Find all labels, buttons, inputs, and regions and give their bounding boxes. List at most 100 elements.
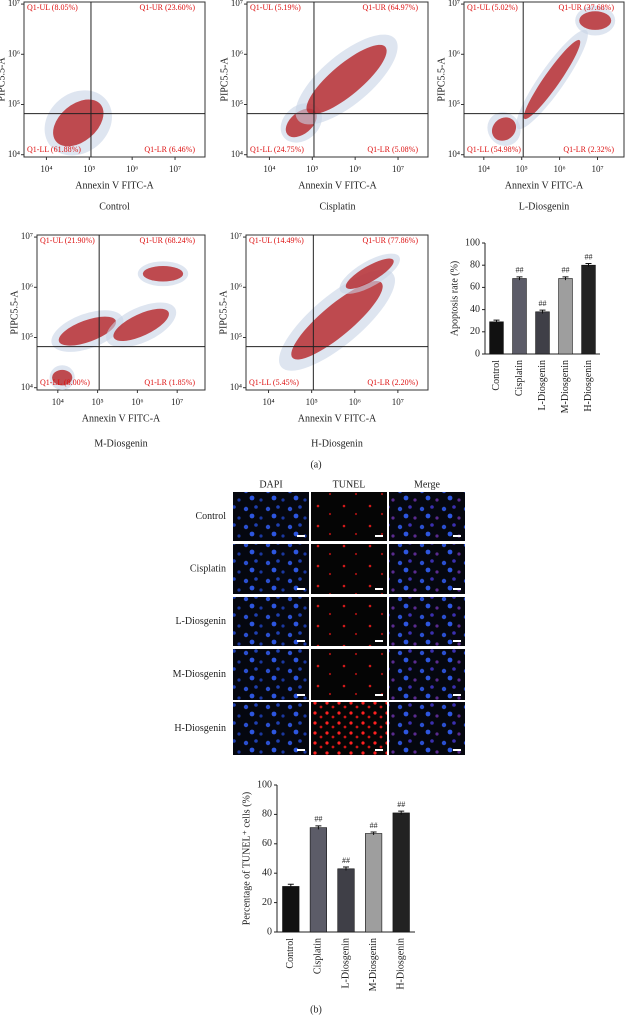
micrograph (233, 649, 309, 700)
quadrant-label: Q1-UR (23.60%) (139, 3, 195, 12)
y-tick-label: 10⁵ (21, 332, 33, 342)
micrograph (389, 544, 465, 594)
cell-cloud (579, 11, 612, 30)
row-label: Control (195, 511, 226, 522)
significance-mark: ## (370, 821, 378, 830)
x-tick-label: 10⁴ (52, 397, 64, 407)
row-label: Cisplatin (190, 563, 226, 574)
x-tick-label: L-Diosgenin (537, 360, 548, 411)
y-axis-label: PIPC5.5-A (436, 57, 447, 102)
x-tick-label: 10⁴ (263, 164, 275, 174)
panel-label: (b) (310, 1004, 322, 1015)
micrograph (389, 702, 465, 755)
y-tick-label: 10⁷ (448, 0, 460, 8)
cell-cloud (523, 39, 581, 120)
row-label: H-Diosgenin (174, 723, 226, 734)
y-tick-label: 0 (267, 926, 272, 937)
micrograph (389, 492, 465, 541)
y-tick-label: 100 (257, 779, 272, 790)
bar (392, 812, 410, 933)
y-axis-label: PIPC5.5-A (0, 57, 7, 102)
significance-mark: ## (397, 800, 405, 809)
error-bar (343, 866, 349, 871)
quadrant-label: Q1-UL (5.02%) (467, 3, 518, 12)
plot-frame (36, 234, 206, 391)
cell-cloud (491, 117, 517, 141)
y-tick-label: 10⁴ (21, 382, 33, 392)
x-tick-label: 10⁶ (126, 164, 138, 174)
error-bar (315, 825, 322, 830)
significance-mark: ## (342, 856, 350, 865)
x-tick-label: M-Diosgenin (368, 938, 379, 991)
y-tick-label: 60 (470, 282, 480, 293)
column-header: TUNEL (333, 479, 366, 490)
y-axis-label: Percentage of TUNEL⁺ cells (%) (241, 792, 252, 925)
quadrant-label: Q1-UL (8.05%) (27, 3, 78, 12)
error-bar (398, 810, 405, 815)
x-tick-label: Control (285, 938, 296, 969)
y-tick-label: 10⁶ (8, 48, 20, 58)
micrograph (233, 544, 309, 594)
x-tick-label: 10⁶ (349, 397, 361, 407)
quadrant-label: Q1-LR (6.46%) (144, 145, 195, 154)
y-tick-label: 10⁷ (230, 231, 242, 241)
x-tick-label: 10⁵ (92, 397, 104, 407)
scale-bar (375, 749, 383, 751)
y-tick-label: 10⁶ (448, 48, 460, 58)
y-axis-label: PIPC5.5-A (9, 290, 20, 335)
column-header: DAPI (259, 479, 282, 490)
quadrant-label: Q1-LR (5.08%) (367, 145, 418, 154)
x-tick-label: 10⁶ (349, 164, 361, 174)
scale-bar (297, 640, 305, 642)
significance-mark: ## (314, 815, 322, 824)
significance-mark: ## (585, 252, 593, 261)
row-label: L-Diosgenin (175, 616, 226, 627)
x-tick-label: Control (491, 360, 502, 391)
scale-bar (453, 749, 461, 751)
panel-label: (a) (310, 459, 321, 470)
y-tick-label: 100 (465, 237, 480, 248)
quadrant-label: Q1-LL (8.00%) (40, 378, 90, 387)
y-axis-label: Apoptosis rate (%) (449, 261, 460, 337)
scale-bar (375, 640, 383, 642)
column-header: Merge (414, 479, 440, 490)
x-tick-label: 10⁵ (516, 164, 528, 174)
micrograph (389, 649, 465, 700)
x-tick-label: 10⁵ (306, 397, 318, 407)
scale-bar (453, 535, 461, 537)
y-tick-label: 40 (470, 304, 480, 315)
quadrant-label: Q1-UL (21.90%) (40, 236, 95, 245)
x-tick-label: 10⁷ (392, 164, 404, 174)
quadrant-label: Q1-LL (5.45%) (249, 378, 299, 387)
x-tick-label: 10⁷ (169, 164, 181, 174)
y-tick-label: 10⁷ (231, 0, 243, 8)
x-tick-label: 10⁶ (131, 397, 143, 407)
cell-cloud (345, 258, 394, 289)
quadrant-label: Q1-LR (2.32%) (563, 145, 614, 154)
x-tick-label: 10⁷ (591, 164, 603, 174)
y-tick-label: 10⁶ (231, 48, 243, 58)
micrograph (389, 597, 465, 646)
y-tick-label: 10⁴ (448, 149, 460, 159)
scale-bar (453, 694, 461, 696)
x-tick-label: L-Diosgenin (340, 938, 351, 989)
scale-bar (297, 535, 305, 537)
error-bar (493, 319, 500, 324)
bar (337, 868, 355, 933)
error-bar (370, 831, 377, 835)
scale-bar (297, 749, 305, 751)
y-tick-label: 10⁶ (21, 281, 33, 291)
y-tick-label: 10⁵ (230, 332, 242, 342)
quadrant-label: Q1-UR (64.97%) (362, 3, 418, 12)
y-tick-label: 10⁷ (8, 0, 20, 8)
scale-bar (453, 588, 461, 590)
plot-title: L-Diosgenin (519, 201, 570, 212)
micrograph (311, 597, 387, 646)
quadrant-label: Q1-UL (5.19%) (250, 3, 301, 12)
y-tick-label: 10⁶ (230, 281, 242, 291)
quadrant-label: Q1-LL (61.88%) (27, 145, 81, 154)
quadrant-label: Q1-UR (68.24%) (139, 236, 195, 245)
y-tick-label: 10⁵ (231, 99, 243, 109)
y-tick-label: 0 (475, 348, 480, 359)
scale-bar (297, 694, 305, 696)
